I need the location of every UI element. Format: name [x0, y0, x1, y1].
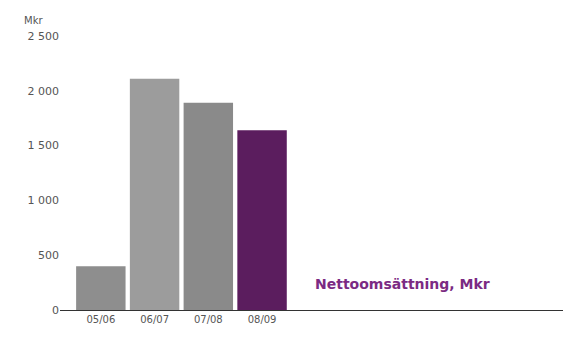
svg-text:07/08: 07/08 [194, 314, 223, 325]
svg-text:0: 0 [52, 304, 59, 317]
svg-text:500: 500 [38, 249, 59, 262]
svg-text:2 000: 2 000 [28, 85, 60, 98]
svg-text:06/07: 06/07 [140, 314, 169, 325]
svg-text:08/09: 08/09 [248, 314, 277, 325]
svg-text:Mkr: Mkr [24, 15, 43, 26]
svg-text:2 500: 2 500 [28, 30, 60, 43]
svg-text:Nettoomsättning, Mkr: Nettoomsättning, Mkr [315, 276, 490, 292]
svg-text:1 000: 1 000 [28, 194, 60, 207]
svg-text:1 500: 1 500 [28, 139, 60, 152]
svg-text:05/06: 05/06 [86, 314, 115, 325]
